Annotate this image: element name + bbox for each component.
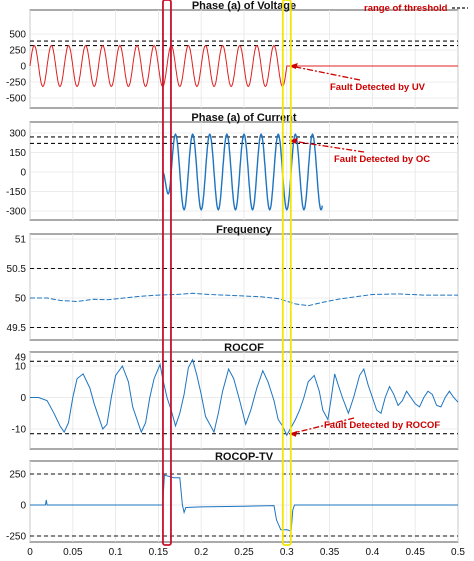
x-tick-label: 0.15: [149, 547, 169, 558]
panel-2: 300 150 0 -150 -300 Phase (a) of Current Fault…: [6, 112, 459, 221]
fault-marker-red: [162, 0, 172, 546]
y-tick-label: 250: [9, 470, 26, 481]
y-tick-label: -250: [6, 532, 26, 543]
annotation-arrow: [290, 140, 365, 153]
y-tick-label: 250: [9, 46, 26, 57]
series-line: [29, 44, 458, 88]
y-tick-label: -250: [6, 78, 26, 89]
x-tick-label: 0.1: [109, 547, 123, 558]
y-tick-label: 50.5: [7, 264, 27, 275]
y-tick-label: -500: [6, 94, 26, 105]
x-tick-label: 0.05: [63, 547, 83, 558]
y-tick-label: -10: [12, 425, 27, 436]
annotation-label: Fault Detected by UV: [330, 82, 426, 93]
x-tick-label: 0.3: [280, 547, 294, 558]
y-tick-label: -150: [6, 187, 26, 198]
x-tick-label: 0: [27, 547, 33, 558]
series-line: [30, 292, 458, 307]
y-tick-label: 300: [9, 129, 26, 140]
y-tick-label: 51: [15, 235, 27, 246]
x-tick-label: 0.35: [320, 547, 340, 558]
series-line: [30, 358, 459, 437]
y-tick-label: 50: [15, 294, 27, 305]
series-line: [162, 133, 323, 211]
x-tick-label: 0.25: [234, 547, 254, 558]
arrow-head: [288, 430, 298, 437]
panel-title: Frequency: [216, 224, 273, 236]
x-tick-label: 0.4: [365, 547, 379, 558]
panel-5: 250 0 -250 ROCOP-TV: [6, 451, 459, 543]
x-tick-label: 0.2: [194, 547, 208, 558]
y-tick-label: 49.5: [7, 323, 27, 334]
series-line: [30, 474, 458, 532]
y-tick-label: 49: [15, 353, 27, 364]
annotation-label: Fault Detected by OC: [334, 154, 430, 165]
panel-title: ROCOF: [224, 342, 264, 354]
y-tick-label: 150: [9, 148, 26, 159]
fault-marker-yellow: [281, 0, 292, 546]
x-tick-label: 0.5: [451, 547, 465, 558]
y-tick-label: 0: [20, 62, 26, 73]
x-tick-label: 0.45: [405, 547, 425, 558]
y-tick-label: 0: [20, 501, 26, 512]
legend-label: range of threshold: [364, 3, 448, 14]
panel-3: 51 50.5 50 49.5 49 Frequency: [7, 224, 459, 364]
panel-title: ROCOP-TV: [215, 451, 274, 463]
panel-title: Phase (a) of Current: [191, 112, 296, 124]
y-tick-label: -300: [6, 207, 26, 218]
y-tick-label: 10: [15, 362, 27, 373]
y-tick-label: 500: [9, 30, 26, 41]
panel-1: 500 250 0 -250 -500 Phase (a) of Voltage Fault…: [6, 0, 468, 109]
panel-title: Phase (a) of Voltage: [192, 0, 296, 12]
y-tick-label: 0: [20, 168, 26, 179]
y-tick-label: 0: [20, 393, 26, 404]
panel-4: 10 0 -10 ROCOF Fault Detected by ROCOF: [12, 342, 459, 450]
arrow-head: [288, 137, 298, 144]
annotation-arrow: [290, 417, 355, 435]
arrow-head: [288, 63, 298, 69]
annotation-label: Fault Detected by ROCOF: [324, 420, 440, 431]
